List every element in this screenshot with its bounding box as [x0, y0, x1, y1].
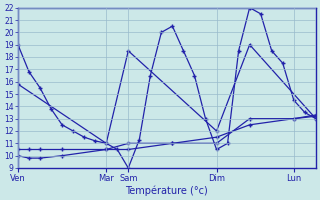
X-axis label: Température (°c): Température (°c) [125, 185, 208, 196]
